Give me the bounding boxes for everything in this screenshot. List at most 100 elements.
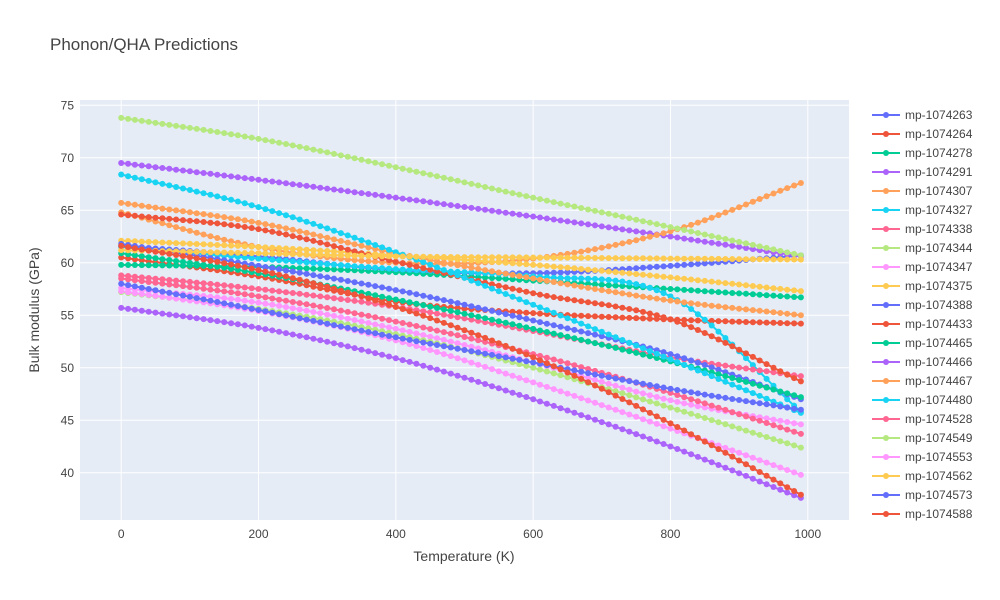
legend-item[interactable]: mp-1074344	[872, 241, 973, 255]
data-point	[578, 412, 585, 419]
data-point	[646, 409, 653, 416]
data-point	[537, 357, 543, 364]
legend-item[interactable]: mp-1074291	[872, 165, 973, 179]
legend-item[interactable]: mp-1074466	[872, 355, 973, 369]
data-point	[633, 349, 640, 356]
legend-item[interactable]: mp-1074553	[872, 450, 973, 464]
legend-item[interactable]: mp-1074465	[872, 336, 973, 350]
legend-item[interactable]: mp-1074263	[872, 108, 973, 122]
data-point	[612, 423, 619, 430]
data-point	[633, 379, 640, 386]
data-point	[331, 285, 337, 292]
data-point	[365, 264, 372, 271]
legend-item[interactable]: mp-1074573	[872, 488, 973, 502]
data-point	[619, 269, 626, 276]
data-point	[612, 277, 619, 284]
data-point	[681, 400, 688, 407]
data-point	[248, 265, 255, 272]
data-point	[749, 454, 756, 461]
legend-item[interactable]: mp-1074588	[872, 507, 973, 521]
data-point	[420, 170, 427, 177]
data-point	[626, 227, 633, 234]
data-point	[296, 228, 303, 235]
legend-item[interactable]: mp-1074480	[872, 393, 973, 407]
data-point	[420, 362, 427, 369]
data-point	[461, 301, 468, 308]
data-point	[434, 264, 440, 271]
data-point	[502, 259, 509, 266]
data-point	[125, 282, 132, 289]
data-point	[489, 281, 495, 288]
legend-item[interactable]: mp-1074327	[872, 203, 973, 217]
legend-item[interactable]: mp-1074307	[872, 184, 973, 198]
data-point	[331, 312, 337, 319]
data-point	[619, 346, 626, 353]
data-point	[379, 315, 386, 322]
legend-item[interactable]: mp-1074549	[872, 431, 973, 445]
chart-title: Phonon/QHA Predictions	[50, 35, 238, 54]
data-point	[763, 319, 770, 326]
data-point	[749, 465, 756, 472]
series-line	[121, 287, 802, 426]
legend-item[interactable]: mp-1074388	[872, 298, 973, 312]
data-point	[646, 418, 653, 425]
data-point	[482, 184, 489, 190]
data-point	[763, 284, 770, 291]
data-point	[557, 254, 564, 261]
data-point	[502, 319, 509, 326]
data-point	[221, 195, 228, 202]
data-point	[646, 272, 653, 279]
data-point	[152, 204, 159, 211]
legend-item[interactable]: mp-1074562	[872, 469, 973, 483]
data-point	[193, 218, 200, 225]
data-point	[564, 254, 571, 261]
data-point	[770, 422, 777, 429]
data-point	[729, 453, 736, 460]
data-point	[262, 264, 269, 271]
series-mp-1074467	[118, 199, 804, 319]
legend-item[interactable]: mp-1074347	[872, 260, 973, 274]
data-point	[186, 187, 193, 193]
legend-item[interactable]: mp-1074338	[872, 222, 973, 236]
data-point	[509, 276, 516, 283]
data-point	[145, 279, 152, 285]
data-point	[475, 361, 482, 368]
data-point	[180, 258, 186, 265]
data-point	[269, 287, 276, 294]
data-point	[331, 243, 337, 250]
data-point	[303, 291, 310, 298]
data-point	[564, 296, 571, 303]
data-point	[564, 369, 571, 376]
data-point	[180, 226, 186, 232]
data-point	[406, 299, 413, 306]
data-point	[653, 355, 660, 361]
data-point	[530, 301, 537, 308]
data-point	[262, 294, 269, 301]
legend-item[interactable]: mp-1074433	[872, 317, 973, 331]
data-point	[550, 309, 557, 316]
data-point	[688, 261, 695, 268]
data-point	[234, 242, 241, 249]
legend-item[interactable]: mp-1074278	[872, 146, 973, 160]
data-point	[331, 261, 337, 268]
legend-item[interactable]: mp-1074467	[872, 374, 973, 388]
data-point	[578, 248, 585, 255]
data-point	[777, 368, 784, 375]
legend-item[interactable]: mp-1074264	[872, 127, 973, 141]
data-point	[413, 360, 420, 367]
data-point	[131, 262, 138, 268]
data-point	[626, 270, 633, 277]
data-point	[640, 396, 646, 403]
legend-item[interactable]: mp-1074375	[872, 279, 973, 293]
data-point	[283, 289, 289, 296]
data-point	[454, 300, 461, 307]
data-point	[612, 269, 619, 276]
data-point	[180, 292, 186, 299]
data-point	[715, 328, 722, 335]
legend-item[interactable]: mp-1074528	[872, 412, 973, 426]
data-point	[523, 394, 530, 400]
data-point	[694, 311, 701, 318]
series-layer	[118, 114, 804, 501]
data-point	[468, 329, 475, 336]
data-point	[427, 253, 434, 260]
